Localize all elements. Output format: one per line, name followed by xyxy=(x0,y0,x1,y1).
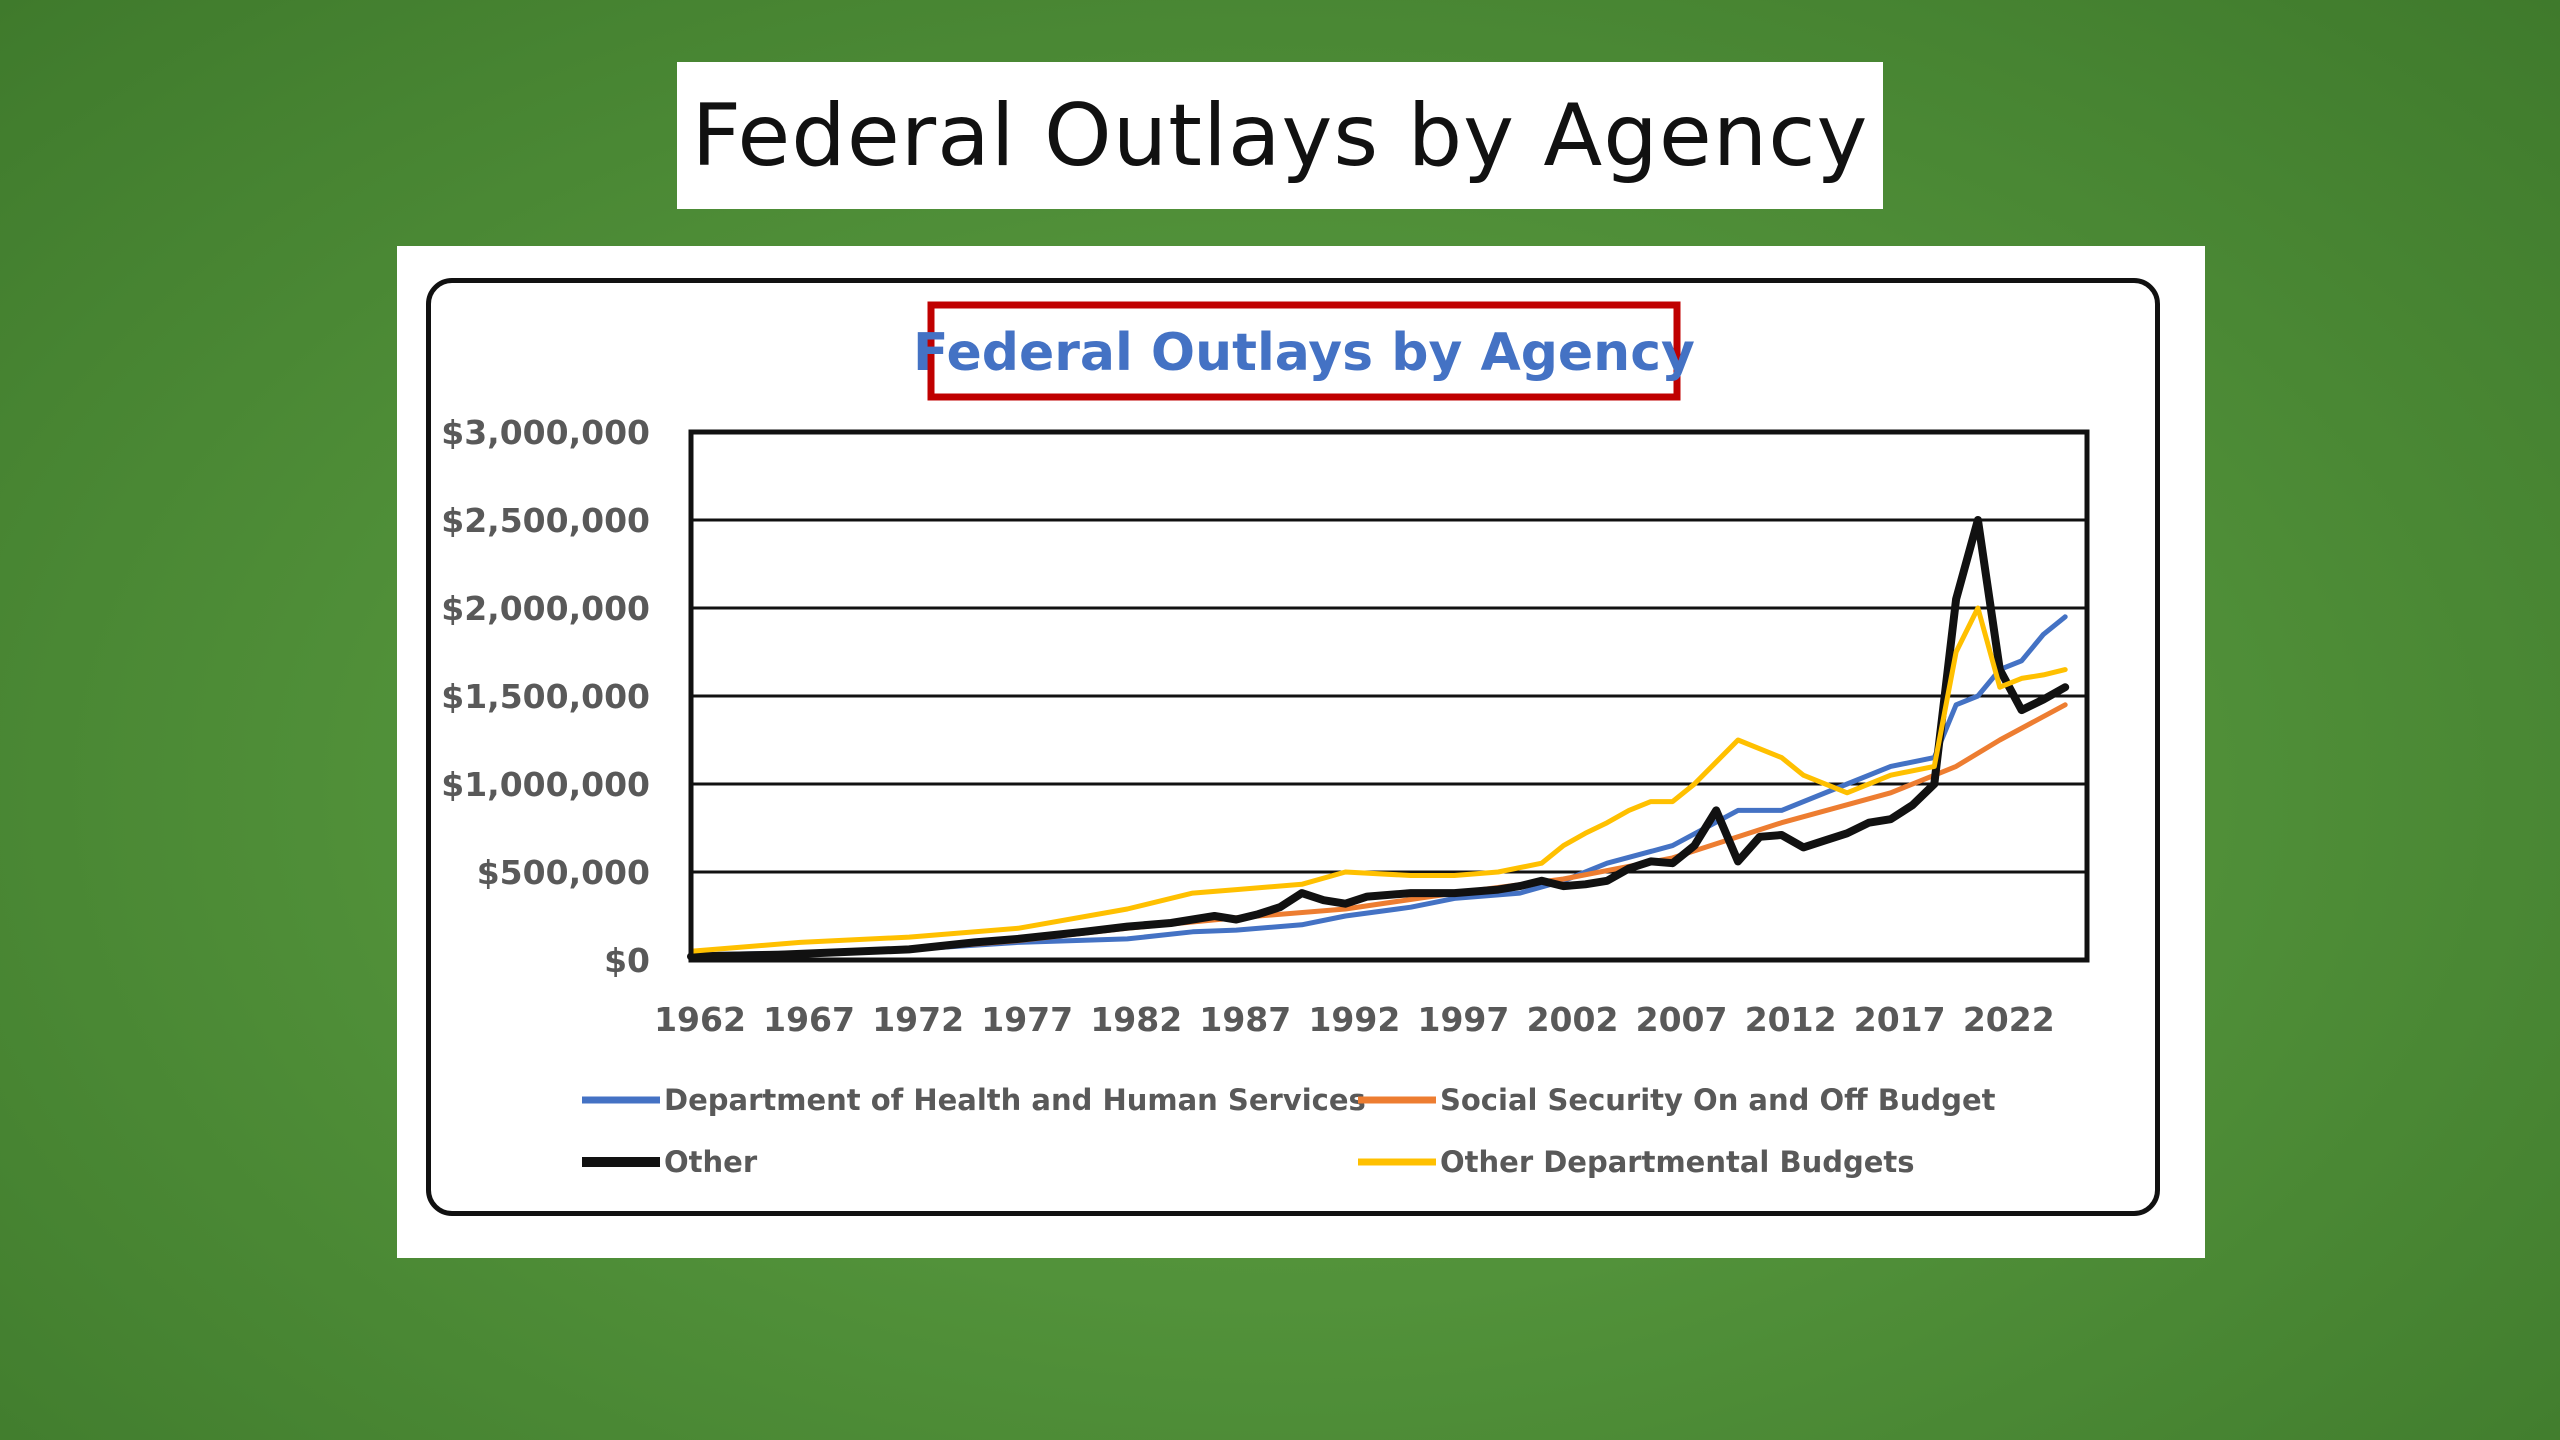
x-axis-ticks: 1962 1967 1972 1977 1982 1987 1992 1997 2002 2007… xyxy=(654,1000,2055,1039)
x-tick-label: 2017 xyxy=(1854,1000,1946,1039)
x-tick-label: 2012 xyxy=(1745,1000,1837,1039)
y-tick-label: $500,000 xyxy=(477,853,650,892)
chart-title-box xyxy=(927,301,1681,401)
plot-area-border xyxy=(688,429,2090,963)
legend-label: Other xyxy=(664,1145,758,1179)
y-tick-label: $1,500,000 xyxy=(441,677,650,716)
x-tick-label: 2002 xyxy=(1527,1000,1619,1039)
chart-title: Federal Outlays by Agency xyxy=(913,323,1695,383)
x-tick-label: 2022 xyxy=(1963,1000,2055,1039)
legend: Department of Health and Human Services S… xyxy=(582,1083,1996,1179)
legend-label: Social Security On and Off Budget xyxy=(1440,1083,1996,1117)
y-tick-label: $3,000,000 xyxy=(441,413,650,452)
legend-label: Department of Health and Human Services xyxy=(664,1083,1366,1117)
series-line-3 xyxy=(688,605,2068,954)
x-tick-label: 1977 xyxy=(981,1000,1073,1039)
y-tick-label: $0 xyxy=(604,941,650,980)
y-tick-label: $2,500,000 xyxy=(441,501,650,540)
x-tick-label: 1962 xyxy=(654,1000,746,1039)
y-axis-ticks: $0 $500,000 $1,000,000 $1,500,000 $2,000,000… xyxy=(441,413,650,980)
x-tick-label: 1967 xyxy=(763,1000,855,1039)
x-tick-label: 1997 xyxy=(1418,1000,1510,1039)
slide-title-box: Federal Outlays by Agency xyxy=(677,62,1883,209)
legend-label: Other Departmental Budgets xyxy=(1440,1145,1915,1179)
x-tick-label: 1982 xyxy=(1090,1000,1182,1039)
series-line-0 xyxy=(688,614,2068,958)
slide-title: Federal Outlays by Agency xyxy=(691,85,1869,186)
series-line-2 xyxy=(687,516,2070,961)
y-tick-label: $1,000,000 xyxy=(441,765,650,804)
x-tick-label: 1987 xyxy=(1199,1000,1291,1039)
x-tick-label: 1992 xyxy=(1308,1000,1400,1039)
series-layer xyxy=(687,516,2070,961)
x-tick-label: 1972 xyxy=(872,1000,964,1039)
x-tick-label: 2007 xyxy=(1636,1000,1728,1039)
y-tick-label: $2,000,000 xyxy=(441,589,650,628)
grid-layer xyxy=(691,430,2087,962)
